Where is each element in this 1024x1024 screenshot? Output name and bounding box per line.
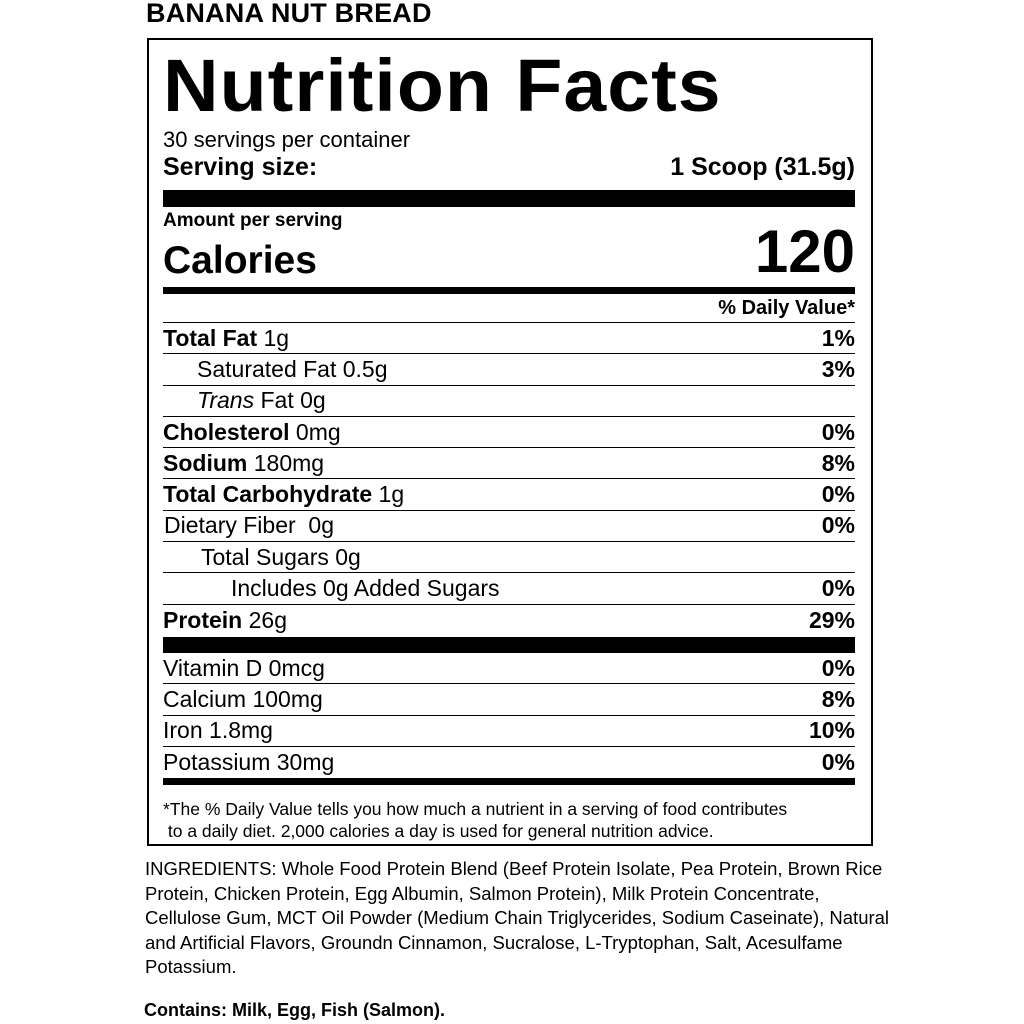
nutrient-name: Dietary Fiber 0g (164, 512, 335, 539)
nutrient-dv: 29% (808, 606, 855, 633)
footnote-line: *The % Daily Value tells you how much a … (163, 799, 788, 820)
vitamin-name: Vitamin D 0mcg (163, 654, 325, 681)
nutrient-name: Trans (197, 387, 255, 414)
vitamin-dv: 8% (821, 685, 855, 712)
nutrient-row-total-carbohydrate: Total Carbohydrate 1g 0% (163, 479, 855, 511)
nutrient-name: Cholesterol (163, 418, 290, 445)
serving-size: Serving size: 1 Scoop (31.5g) (163, 152, 855, 182)
nutrient-row-added-sugars: Includes 0g Added Sugars 0% (163, 573, 855, 605)
vitamin-dv: 10% (808, 717, 855, 744)
nutrient-name: Saturated Fat 0.5g (197, 355, 388, 382)
calories-label: Calories (163, 239, 317, 282)
nutrition-facts-label: Nutrition Facts 30 servings per containe… (147, 38, 873, 846)
footnote: *The % Daily Value tells you how much a … (163, 798, 855, 842)
vitamin-name: Calcium 100mg (163, 685, 323, 712)
vitamin-row-calcium: Calcium 100mg 8% (163, 684, 855, 716)
amount-per-serving: Amount per serving (163, 210, 343, 231)
nutrient-amount: 1g (263, 324, 290, 351)
nutrient-name: Total Carbohydrate (163, 481, 373, 508)
nutrient-amount: 26g (248, 606, 287, 633)
calories-value: 120 (754, 218, 855, 285)
nutrient-row-dietary-fiber: Dietary Fiber 0g 0% (163, 511, 855, 543)
nutrient-dv: 3% (821, 355, 855, 382)
allergen-statement: Contains: Milk, Egg, Fish (Salmon). (144, 1000, 446, 1020)
divider-medium (163, 287, 855, 294)
nutrient-dv: 0% (821, 418, 855, 445)
daily-value-header: % Daily Value* (163, 294, 855, 323)
footnote-line: to a daily diet. 2,000 calories a day is… (163, 821, 714, 842)
nutrient-dv: 1% (821, 324, 855, 351)
divider-thick (163, 190, 855, 207)
product-name: BANANA NUT BREAD (146, 0, 432, 28)
servings-per-container: 30 servings per container (163, 127, 411, 152)
nutrient-amount: 0mg (295, 418, 341, 445)
nutrient-row-protein: Protein 26g 29% (163, 605, 855, 636)
divider-medium (163, 778, 855, 786)
nutrient-row-total-fat: Total Fat 1g 1% (163, 323, 855, 355)
nutrient-dv: 0% (821, 575, 855, 602)
nutrient-name: Total Fat (163, 324, 258, 351)
calories-row: Calories 120 (163, 218, 855, 285)
nutrient-row-sodium: Sodium 180mg 8% (163, 448, 855, 480)
nutrient-dv: 0% (821, 512, 855, 539)
vitamin-dv: 0% (821, 749, 855, 775)
nutrient-name: Sodium (163, 449, 248, 476)
vitamin-name: Potassium 30mg (163, 749, 335, 775)
nutrient-row-total-sugars: Total Sugars 0g (163, 542, 855, 574)
nutrient-amount: Fat 0g (260, 387, 326, 414)
nutrient-amount: 180mg (253, 449, 325, 476)
label-title: Nutrition Facts (163, 44, 722, 127)
vitamin-row-potassium: Potassium 30mg 0% (163, 747, 855, 778)
vitamin-row-iron: Iron 1.8mg 10% (163, 716, 855, 747)
serving-size-label: Serving size: (163, 153, 318, 181)
vitamin-name: Iron 1.8mg (163, 717, 273, 744)
nutrient-name: Protein (163, 606, 243, 633)
nutrient-name: Total Sugars 0g (201, 543, 361, 570)
ingredients-text: INGREDIENTS: Whole Food Protein Blend (B… (145, 858, 890, 977)
nutrient-row-saturated-fat: Saturated Fat 0.5g 3% (163, 354, 855, 386)
serving-size-value: 1 Scoop (31.5g) (670, 153, 855, 181)
divider-thick (163, 636, 855, 653)
vitamin-dv: 0% (821, 654, 855, 681)
nutrient-dv: 8% (821, 449, 855, 476)
vitamin-row-vitamin-d: Vitamin D 0mcg 0% (163, 653, 855, 685)
nutrient-dv: 0% (821, 481, 855, 508)
nutrient-row-trans-fat: Trans Fat 0g (163, 386, 855, 417)
nutrient-row-cholesterol: Cholesterol 0mg 0% (163, 417, 855, 449)
nutrient-name: Includes 0g Added Sugars (231, 575, 500, 602)
nutrient-amount: 1g (378, 481, 405, 508)
